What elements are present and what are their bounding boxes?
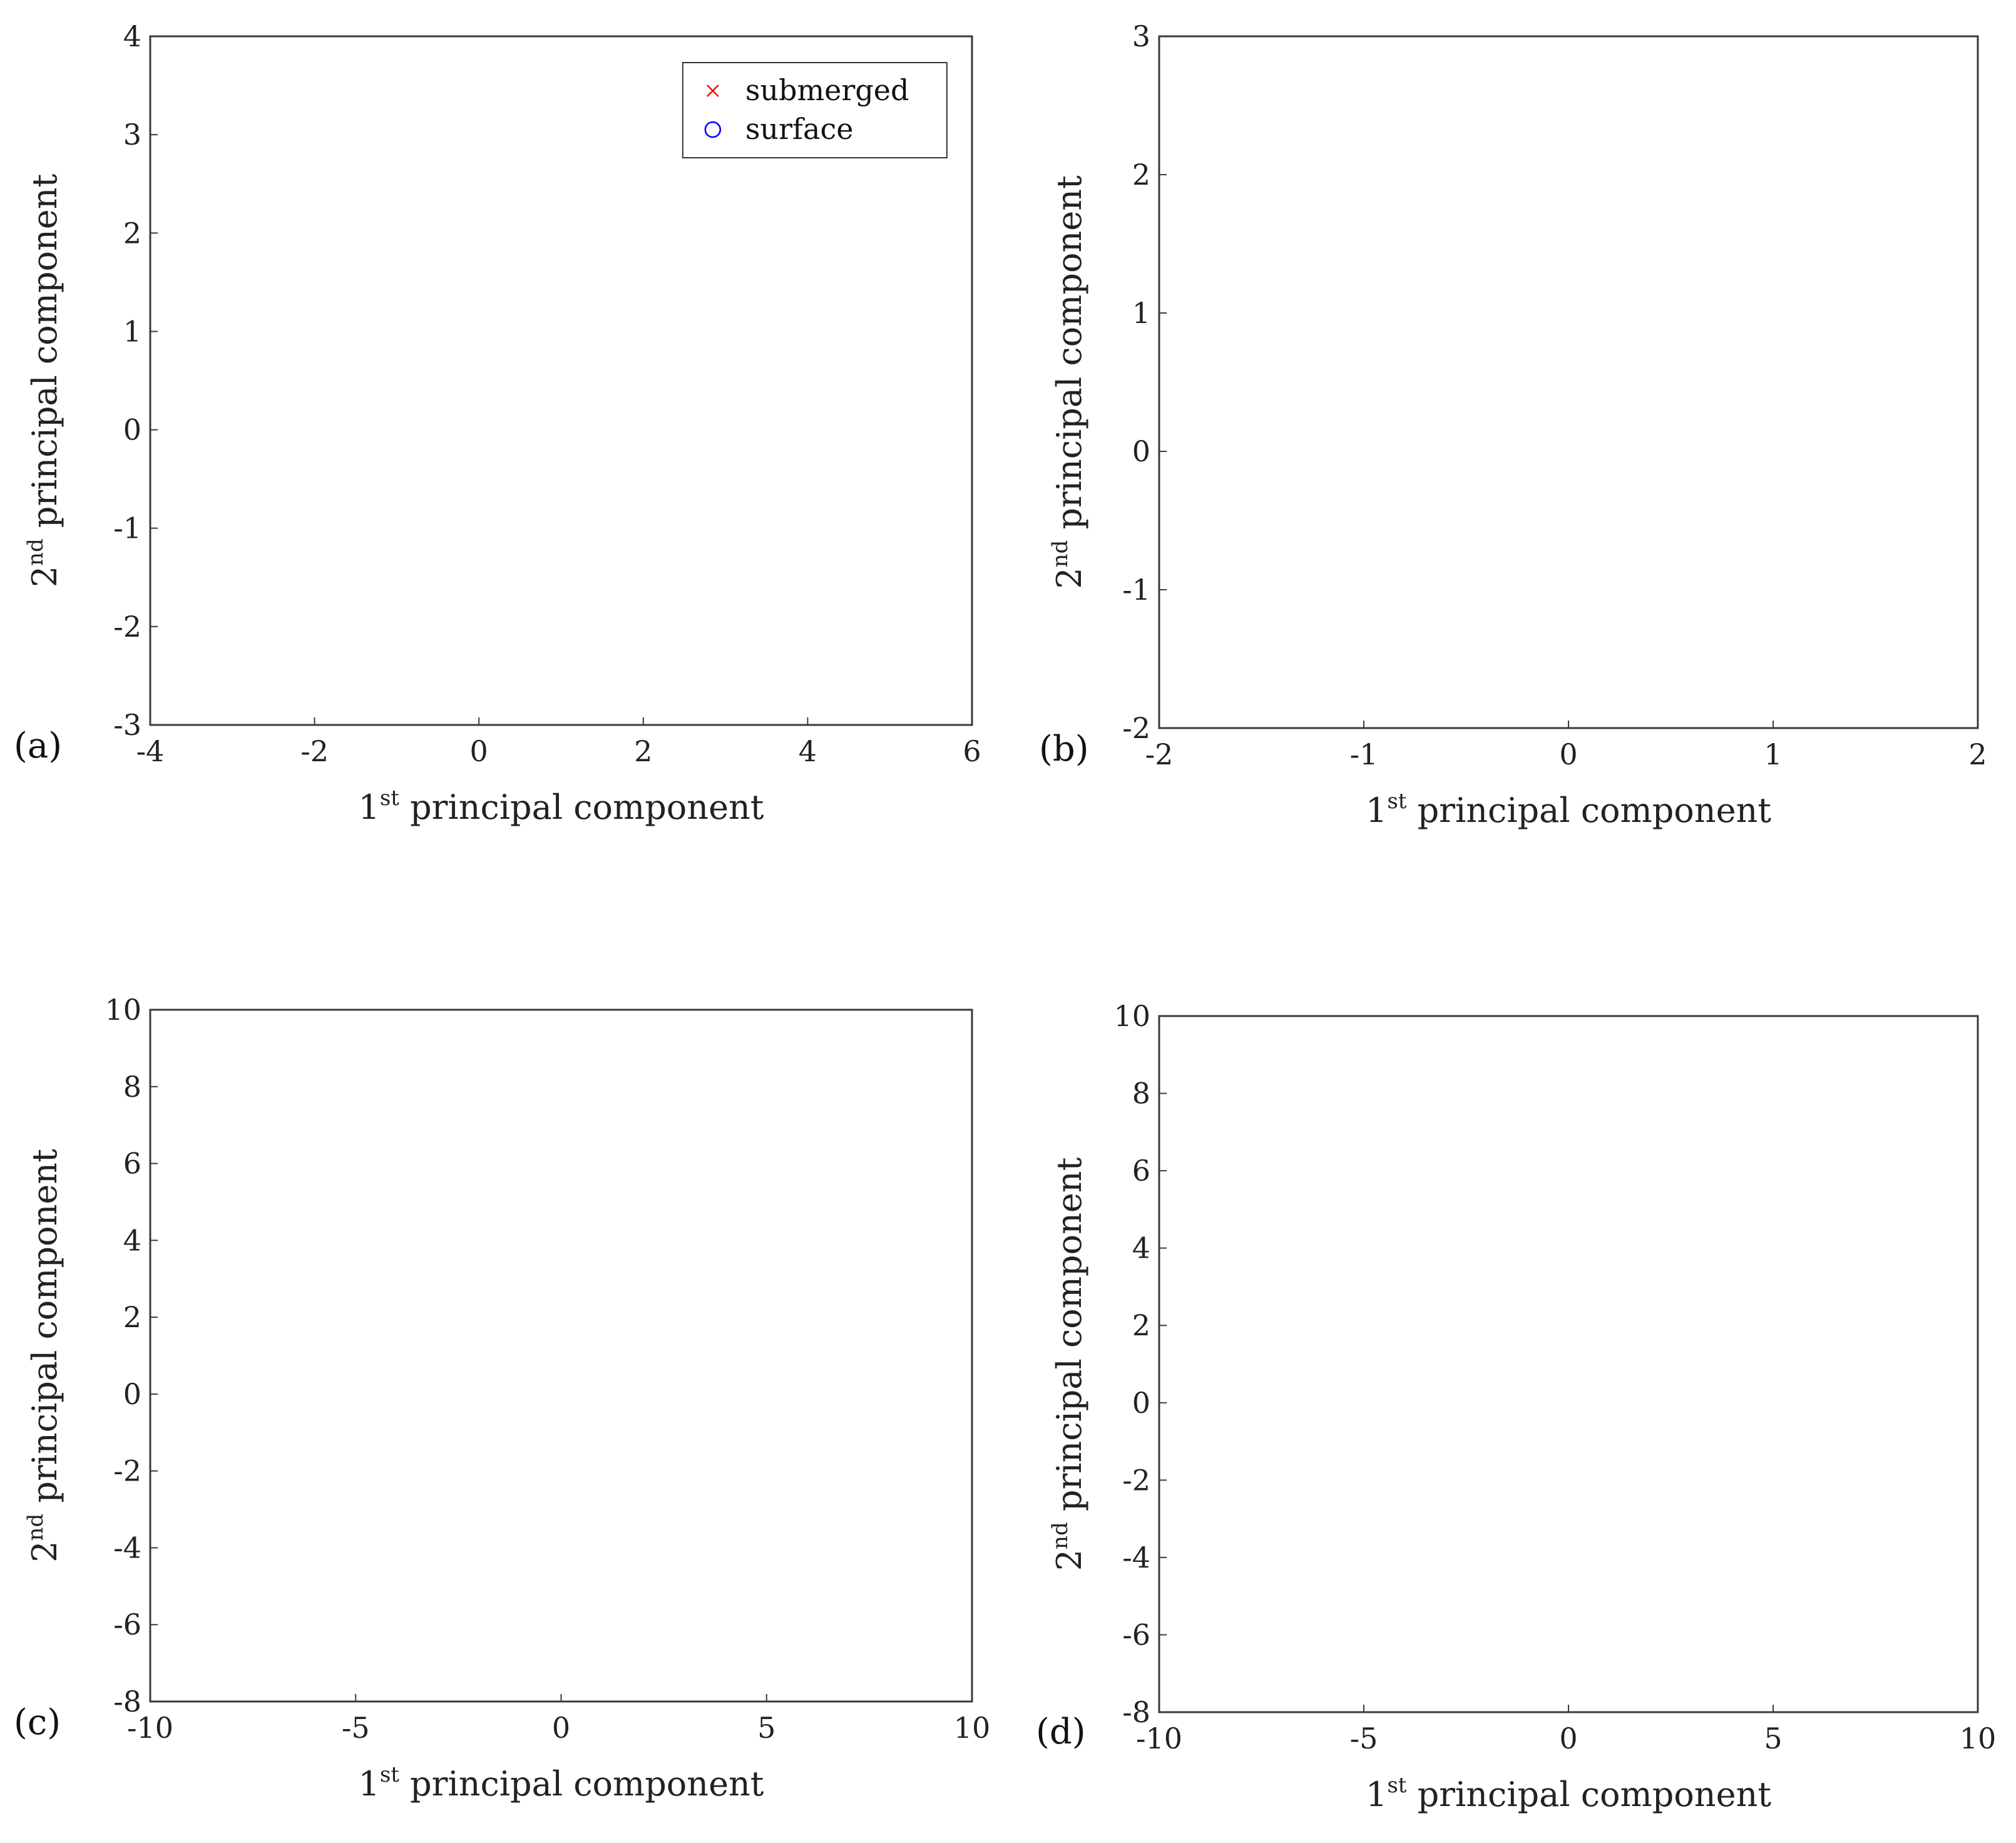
y-tick-label: -8 xyxy=(113,1685,141,1718)
y-tick-label: -6 xyxy=(1122,1618,1150,1651)
x-tick-label: -2 xyxy=(300,734,329,768)
data-point-submerged xyxy=(387,957,399,968)
y-axis-label: 2nd principal component xyxy=(23,173,64,587)
data-point-submerged xyxy=(1017,1531,1028,1543)
x-axis-label: 1st principal component xyxy=(1366,789,1771,830)
y-tick-label: 4 xyxy=(123,1223,141,1257)
data-point-surface xyxy=(1018,1394,1033,1409)
x-tick-label: 5 xyxy=(757,1711,775,1745)
legend-label-surface: surface xyxy=(745,112,854,146)
data-point-surface xyxy=(1990,563,2005,578)
x-tick-label: -2 xyxy=(1145,737,1174,771)
y-tick-label: 0 xyxy=(1132,1386,1150,1420)
y-tick-label: -2 xyxy=(113,610,141,644)
y-tick-label: 2 xyxy=(123,1300,141,1334)
panel-label: (a) xyxy=(14,726,62,766)
y-tick-label: 10 xyxy=(105,993,141,1027)
y-tick-label: -1 xyxy=(1122,573,1150,607)
x-tick-label: 0 xyxy=(1559,737,1577,771)
x-tick-label: -1 xyxy=(1350,737,1378,771)
legend-label-submerged: submerged xyxy=(745,73,909,107)
data-point-submerged xyxy=(456,1714,467,1725)
x-tick-label: 6 xyxy=(963,734,981,768)
x-tick-label: 10 xyxy=(954,1711,991,1745)
y-tick-label: 8 xyxy=(123,1070,141,1104)
y-tick-label: 0 xyxy=(123,413,141,447)
y-tick-label: 3 xyxy=(1132,19,1150,53)
x-tick-label: 4 xyxy=(799,734,817,768)
data-point-submerged xyxy=(457,1711,468,1722)
chart-panel-a: -4 -2 0 2 4 6 -3 -2 -1 0 1 2 3 4 1st principal compone… xyxy=(14,19,981,827)
panel-label: (b) xyxy=(1039,729,1089,769)
y-tick-label: -2 xyxy=(1122,1463,1150,1497)
x-tick-label: -10 xyxy=(127,1711,173,1745)
y-tick-label: 4 xyxy=(1132,1231,1150,1265)
y-tick-label: 6 xyxy=(123,1147,141,1181)
x-tick-label: 5 xyxy=(1764,1722,1782,1755)
data-point-surface xyxy=(704,121,722,138)
x-axis-label: 1st principal component xyxy=(358,786,764,827)
y-tick-label: -2 xyxy=(1122,711,1150,745)
y-tick-label: 2 xyxy=(1132,1308,1150,1342)
x-axis-label: 1st principal component xyxy=(358,1762,764,1804)
chart-panel-b: -2 -1 0 1 2 -2 -1 0 1 2 3 1st principal component 2n… xyxy=(1039,19,2005,830)
x-tick-label: 10 xyxy=(1960,1722,1997,1755)
y-tick-label: 2 xyxy=(1132,158,1150,192)
y-tick-label: -4 xyxy=(113,1531,141,1564)
data-point-submerged xyxy=(620,1747,632,1758)
x-tick-label: -4 xyxy=(136,734,165,768)
y-tick-label: 2 xyxy=(123,216,141,250)
y-tick-label: -2 xyxy=(113,1454,141,1488)
y-tick-label: 0 xyxy=(123,1377,141,1411)
x-tick-label: -5 xyxy=(1350,1722,1378,1755)
y-tick-label: 1 xyxy=(123,314,141,348)
y-tick-label: -3 xyxy=(113,708,141,742)
y-tick-label: 3 xyxy=(123,118,141,151)
x-tick-label: 0 xyxy=(470,734,488,768)
y-tick-label: -8 xyxy=(1122,1695,1150,1729)
x-tick-label: -10 xyxy=(1136,1722,1182,1755)
y-axis-label: 2nd principal component xyxy=(23,1149,64,1563)
y-tick-label: 0 xyxy=(1132,434,1150,468)
data-point-submerged xyxy=(706,85,719,97)
x-tick-label: 1 xyxy=(1764,737,1782,771)
panel-label: (c) xyxy=(14,1702,61,1743)
legend-box xyxy=(682,62,948,158)
x-tick-label: 0 xyxy=(1559,1722,1577,1755)
y-tick-label: -4 xyxy=(1122,1541,1150,1574)
y-tick-label: -6 xyxy=(113,1608,141,1641)
axes-frame xyxy=(1158,35,1979,729)
y-tick-label: -1 xyxy=(113,511,141,545)
y-tick-label: 1 xyxy=(1132,296,1150,330)
y-axis-label: 2nd principal component xyxy=(1048,175,1089,589)
axes-frame xyxy=(149,1009,973,1703)
axes-frame xyxy=(1158,1015,1979,1713)
x-tick-label: 0 xyxy=(552,1711,570,1745)
x-tick-label: 2 xyxy=(1968,737,1987,771)
x-tick-label: -5 xyxy=(342,1711,370,1745)
x-tick-label: 2 xyxy=(634,734,652,768)
y-tick-label: 4 xyxy=(123,19,141,53)
chart-panel-c: -10 -5 0 5 10 -8 -6 -4 -2 0 2 4 6 8 10 1st principal co… xyxy=(14,957,1033,1804)
legend: submerged surface xyxy=(682,62,948,158)
data-point-submerged xyxy=(568,1752,580,1763)
